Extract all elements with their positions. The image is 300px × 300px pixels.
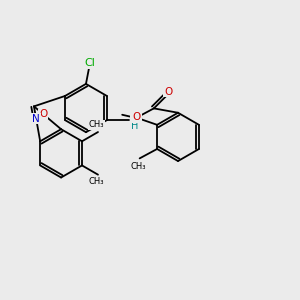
Text: O: O [164,87,172,97]
Text: CH₃: CH₃ [130,162,146,171]
Text: N: N [32,114,40,124]
Text: H: H [131,121,138,131]
Text: CH₃: CH₃ [88,177,104,186]
Text: Cl: Cl [84,58,95,68]
Text: O: O [39,110,48,119]
Text: O: O [133,112,141,122]
Text: CH₃: CH₃ [88,120,104,129]
Text: N: N [131,111,139,121]
